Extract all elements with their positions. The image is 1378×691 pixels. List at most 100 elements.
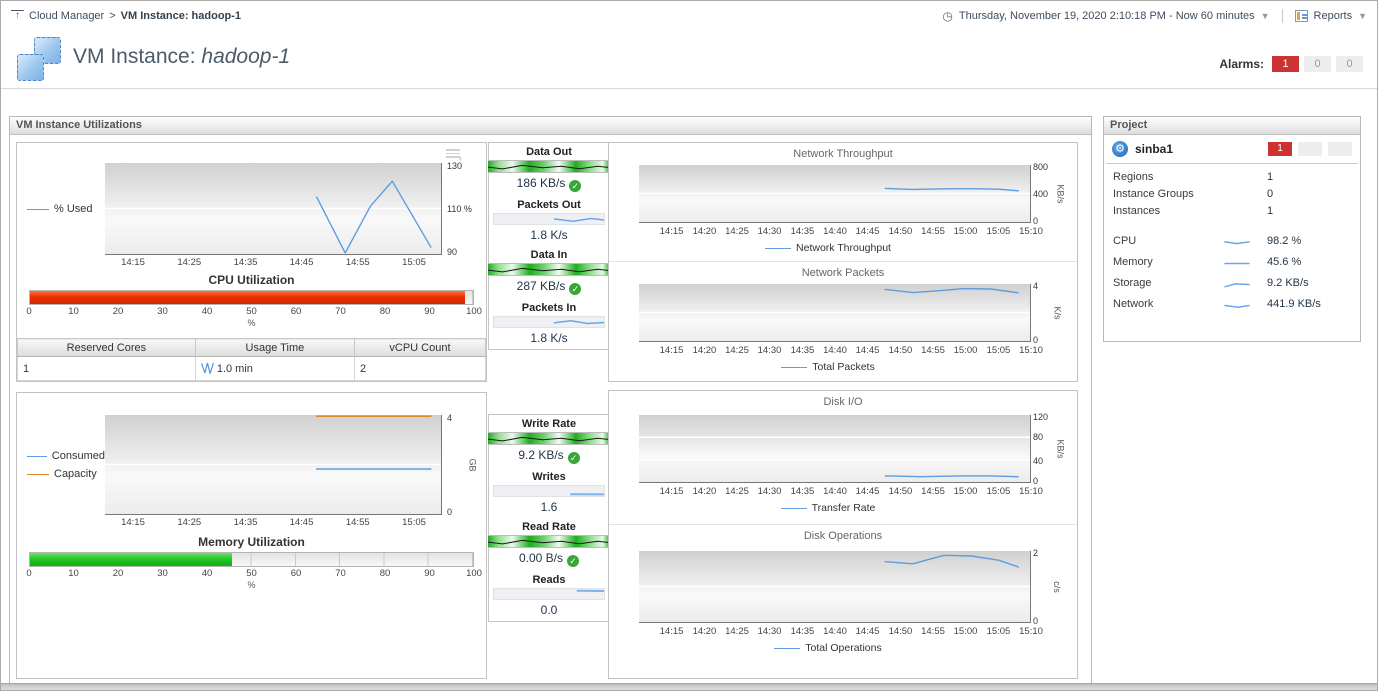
alarm-count-info[interactable]: 0 [1336, 56, 1363, 72]
chart-title: Disk Operations [803, 530, 883, 542]
cpu-utilization-chart[interactable] [105, 163, 442, 255]
breadcrumb-separator: > [109, 10, 116, 22]
alarm-count-critical[interactable]: 1 [1272, 56, 1299, 72]
network-throughput-chart[interactable] [639, 165, 1031, 223]
disk-io-chart[interactable] [639, 415, 1031, 483]
project-row-cpu: CPU 98.2 % [1104, 233, 1360, 254]
legend-swatch [781, 366, 808, 368]
memory-utilization-chart[interactable] [105, 415, 442, 515]
memory-mini-sparkline [1222, 258, 1252, 269]
row-value: 9.2 KB/s [1267, 277, 1309, 289]
alarm-count-warning[interactable]: 0 [1304, 56, 1331, 72]
timerange-selector[interactable]: Thursday, November 19, 2020 2:10:18 PM -… [958, 10, 1255, 22]
legend-swatch [780, 507, 807, 509]
col-header-usage-time[interactable]: Usage Time [194, 338, 355, 357]
legend-label: Total Operations [805, 642, 882, 654]
usage-time-value: 1.0 min [216, 363, 253, 375]
y-axis: 120 80 KB/s 40 0 [1033, 412, 1066, 486]
row-label: CPU [1113, 235, 1137, 247]
cpu-chart-legend: % Used [17, 163, 105, 255]
stat-title: Write Rate [521, 418, 577, 430]
ok-check-icon: ✓ [567, 452, 580, 464]
legend-label: Capacity [54, 468, 97, 480]
project-row-memory: Memory 45.6 % [1104, 254, 1360, 275]
legend-label: % Used [54, 203, 93, 215]
x-axis: 14:15 14:20 14:25 14:30 14:35 14:40 14:45 14:50… [659, 626, 1043, 637]
bottom-scroll-strip[interactable] [1, 683, 1377, 690]
timerange-icon: ◷ [942, 9, 953, 23]
legend-label: Transfer Rate [811, 502, 876, 514]
memory-utilization-gauge[interactable] [29, 552, 474, 567]
cpu-gauge-fill [30, 291, 466, 304]
reports-menu[interactable]: Reports [1313, 10, 1353, 22]
project-row-instances: Instances 1 [1104, 203, 1360, 220]
chart-options-icon[interactable] [446, 147, 462, 163]
stat-value: 0.0 [540, 603, 558, 617]
ok-check-icon: ✓ [567, 555, 580, 567]
data-in-flow-gauge[interactable] [488, 263, 610, 276]
stat-data-in: Data In 287 KB/s ✓ [488, 246, 610, 299]
network-throughput-chart-block: Network Throughput 800 400 KB/s 0 14:15 14:2… [609, 143, 1077, 261]
row-label: Instances [1113, 205, 1161, 217]
top-bar: ↑ Cloud Manager > VM Instance: hadoop-1 … [1, 1, 1377, 31]
usage-time-cell: 1.0 min [194, 356, 355, 381]
stat-value: 1.8 K/s [530, 331, 568, 345]
packets-in-sparkline[interactable] [493, 316, 605, 328]
usage-time-sparkline [200, 362, 214, 374]
cpu-mini-sparkline [1222, 237, 1252, 248]
stat-packets-in: Packets In 1.8 K/s [489, 299, 609, 349]
project-name-row: ⚙ sinba1 1 [1104, 135, 1360, 163]
cpu-utilization-gauge[interactable] [29, 290, 474, 305]
y-axis: 2 c/s 0 [1033, 548, 1062, 626]
project-panel: Project ⚙ sinba1 1 Regions 1 Instance Gr… [1103, 116, 1361, 342]
page-title: VM Instance: hadoop-1 [73, 45, 290, 69]
y-axis: 4 K/s 0 [1033, 280, 1063, 346]
read-rate-flow-gauge[interactable] [488, 535, 610, 548]
project-alarm-info[interactable] [1328, 142, 1352, 156]
up-one-level-icon[interactable]: ↑ [11, 10, 24, 22]
cpu-gauge-unit: % [247, 318, 256, 328]
project-alarm-warning[interactable] [1298, 142, 1322, 156]
stat-value: 1.8 K/s [530, 228, 568, 242]
breadcrumb-current: VM Instance: hadoop-1 [120, 10, 242, 22]
col-header-reserved-cores[interactable]: Reserved Cores [17, 338, 196, 357]
stat-reads: Reads 0.0 [489, 571, 609, 621]
topbar-controls: ◷ Thursday, November 19, 2020 2:10:18 PM… [942, 9, 1367, 23]
col-header-vcpu-count[interactable]: vCPU Count [353, 338, 487, 357]
reports-caret-icon[interactable]: ▼ [1358, 11, 1367, 21]
stat-data-out: Data Out 186 KB/s ✓ [488, 143, 610, 196]
timerange-caret-icon[interactable]: ▼ [1260, 11, 1270, 21]
alarms-summary: Alarms: 1 0 0 [1219, 56, 1363, 72]
chart-title: Disk I/O [823, 396, 863, 408]
reads-sparkline[interactable] [493, 588, 605, 600]
disk-stats-group: Write Rate 9.2 KB/s ✓ Writes 1.6 Read Rat… [488, 414, 610, 622]
legend-swatch [27, 455, 47, 457]
data-out-flow-gauge[interactable] [488, 160, 610, 173]
packets-out-sparkline[interactable] [493, 213, 605, 225]
network-stats-group: Data Out 186 KB/s ✓ Packets Out 1.8 K/s D… [488, 142, 610, 350]
stat-title: Packets Out [517, 199, 581, 211]
chart-legend: Network Throughput [609, 242, 1047, 254]
page-title-name: hadoop-1 [201, 45, 291, 68]
writes-sparkline[interactable] [493, 485, 605, 497]
stat-value: 1.6 [540, 500, 558, 514]
vcpu-count-value: 2 [353, 356, 487, 381]
memory-card: Consumed Capacity 4 GB 0 14:15 14:25 14:35 14… [16, 392, 487, 679]
memory-chart-y-axis: 4 GB 0 [447, 413, 478, 517]
project-name-link[interactable]: sinba1 [1135, 142, 1174, 156]
panel-title: VM Instance Utilizations [10, 117, 1091, 135]
divider [1281, 9, 1283, 23]
project-alarm-critical[interactable]: 1 [1268, 142, 1292, 156]
network-packets-chart[interactable] [639, 284, 1031, 342]
project-row-regions: Regions 1 [1104, 169, 1360, 186]
write-rate-flow-gauge[interactable] [488, 432, 610, 445]
stat-title: Writes [532, 471, 566, 483]
reserved-cores-value: 1 [17, 356, 196, 381]
cpu-info-table: Reserved Cores Usage Time vCPU Count 1 1… [17, 338, 487, 381]
project-alarm-badges: 1 [1268, 142, 1352, 156]
breadcrumb-root[interactable]: Cloud Manager [29, 10, 105, 22]
disk-operations-chart[interactable] [639, 551, 1031, 623]
chart-title: Network Packets [801, 267, 885, 279]
title-bar: VM Instance: hadoop-1 Alarms: 1 0 0 [1, 31, 1377, 89]
